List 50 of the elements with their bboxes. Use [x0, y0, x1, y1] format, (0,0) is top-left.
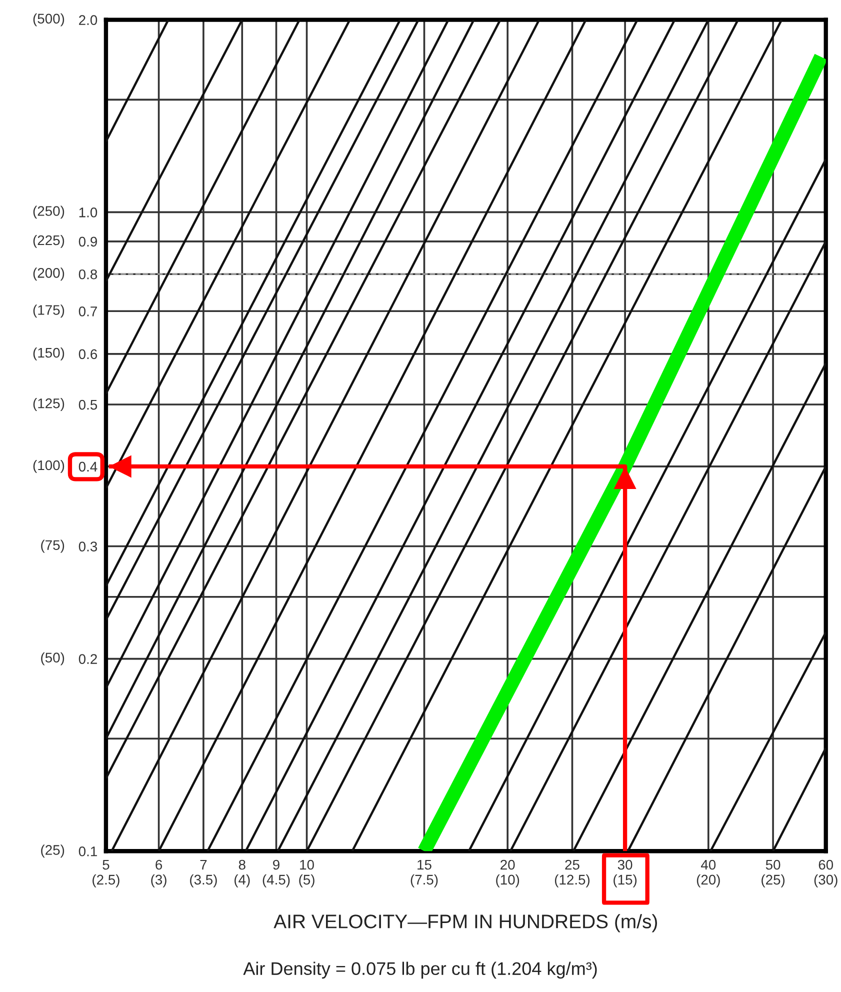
x-tick-label: 10	[300, 860, 314, 870]
text: (125)	[33, 398, 64, 411]
x-tick-label: 8	[238, 860, 246, 870]
text: (150)	[33, 347, 64, 360]
y-tick-label: 0.8	[78, 269, 98, 280]
text: (225)	[33, 234, 64, 248]
x-tick-label: 5	[102, 860, 110, 870]
x-tick-label: 7	[200, 860, 207, 870]
x-tick-label: 6	[156, 860, 162, 870]
text: (3.5)	[190, 874, 217, 888]
x-tick-label: 40	[700, 860, 716, 870]
x-tick-label: 60	[818, 860, 834, 870]
text: (25)	[41, 844, 64, 858]
text: Air Density = 0.075 lb per cu ft (1.204 kg/m³)	[243, 962, 597, 979]
y-tick-label: 2.0	[79, 15, 98, 26]
y-tick-label: 0.3	[78, 542, 98, 552]
text: (4)	[234, 874, 250, 888]
y-tick-label: 0.4	[78, 462, 98, 472]
y-tick-label: 0.7	[78, 306, 97, 316]
text: (25)	[762, 874, 785, 888]
text: (2.5)	[92, 874, 120, 888]
text: (3)	[151, 874, 166, 888]
x-axis-title: AIR VELOCITY—FPM IN HUNDREDS (m/s)	[274, 914, 657, 932]
x-tick-label: 20	[500, 860, 515, 870]
y-tick-label: 0.1	[78, 846, 97, 856]
y-tick-label: 0.6	[78, 349, 98, 360]
text: (175)	[33, 304, 64, 318]
text: (5)	[299, 874, 314, 888]
text: (7.5)	[410, 874, 438, 888]
text: (4.5)	[262, 874, 290, 888]
text: (30)	[814, 874, 838, 888]
x-tick-label: 15	[418, 860, 432, 870]
x-tick-label: 9	[273, 860, 280, 870]
text: (10)	[496, 874, 520, 888]
text: (50)	[41, 652, 64, 666]
text: (12.5)	[554, 874, 590, 888]
text: (20)	[696, 874, 720, 888]
x-tick-label: 25	[565, 860, 580, 870]
text: (15)	[614, 874, 637, 888]
y-tick-label: 0.9	[78, 236, 97, 247]
text: (200)	[33, 268, 64, 281]
y-tick-label: 0.5	[78, 400, 98, 410]
y-tick-label: 1.0	[79, 208, 98, 218]
x-tick-label: 30	[618, 860, 632, 870]
text: (250)	[33, 206, 64, 219]
y-tick-label: 0.2	[78, 654, 97, 664]
text: (75)	[41, 540, 64, 553]
text: (100)	[33, 460, 64, 473]
text: (500)	[33, 13, 64, 26]
x-tick-label: 50	[766, 860, 780, 870]
